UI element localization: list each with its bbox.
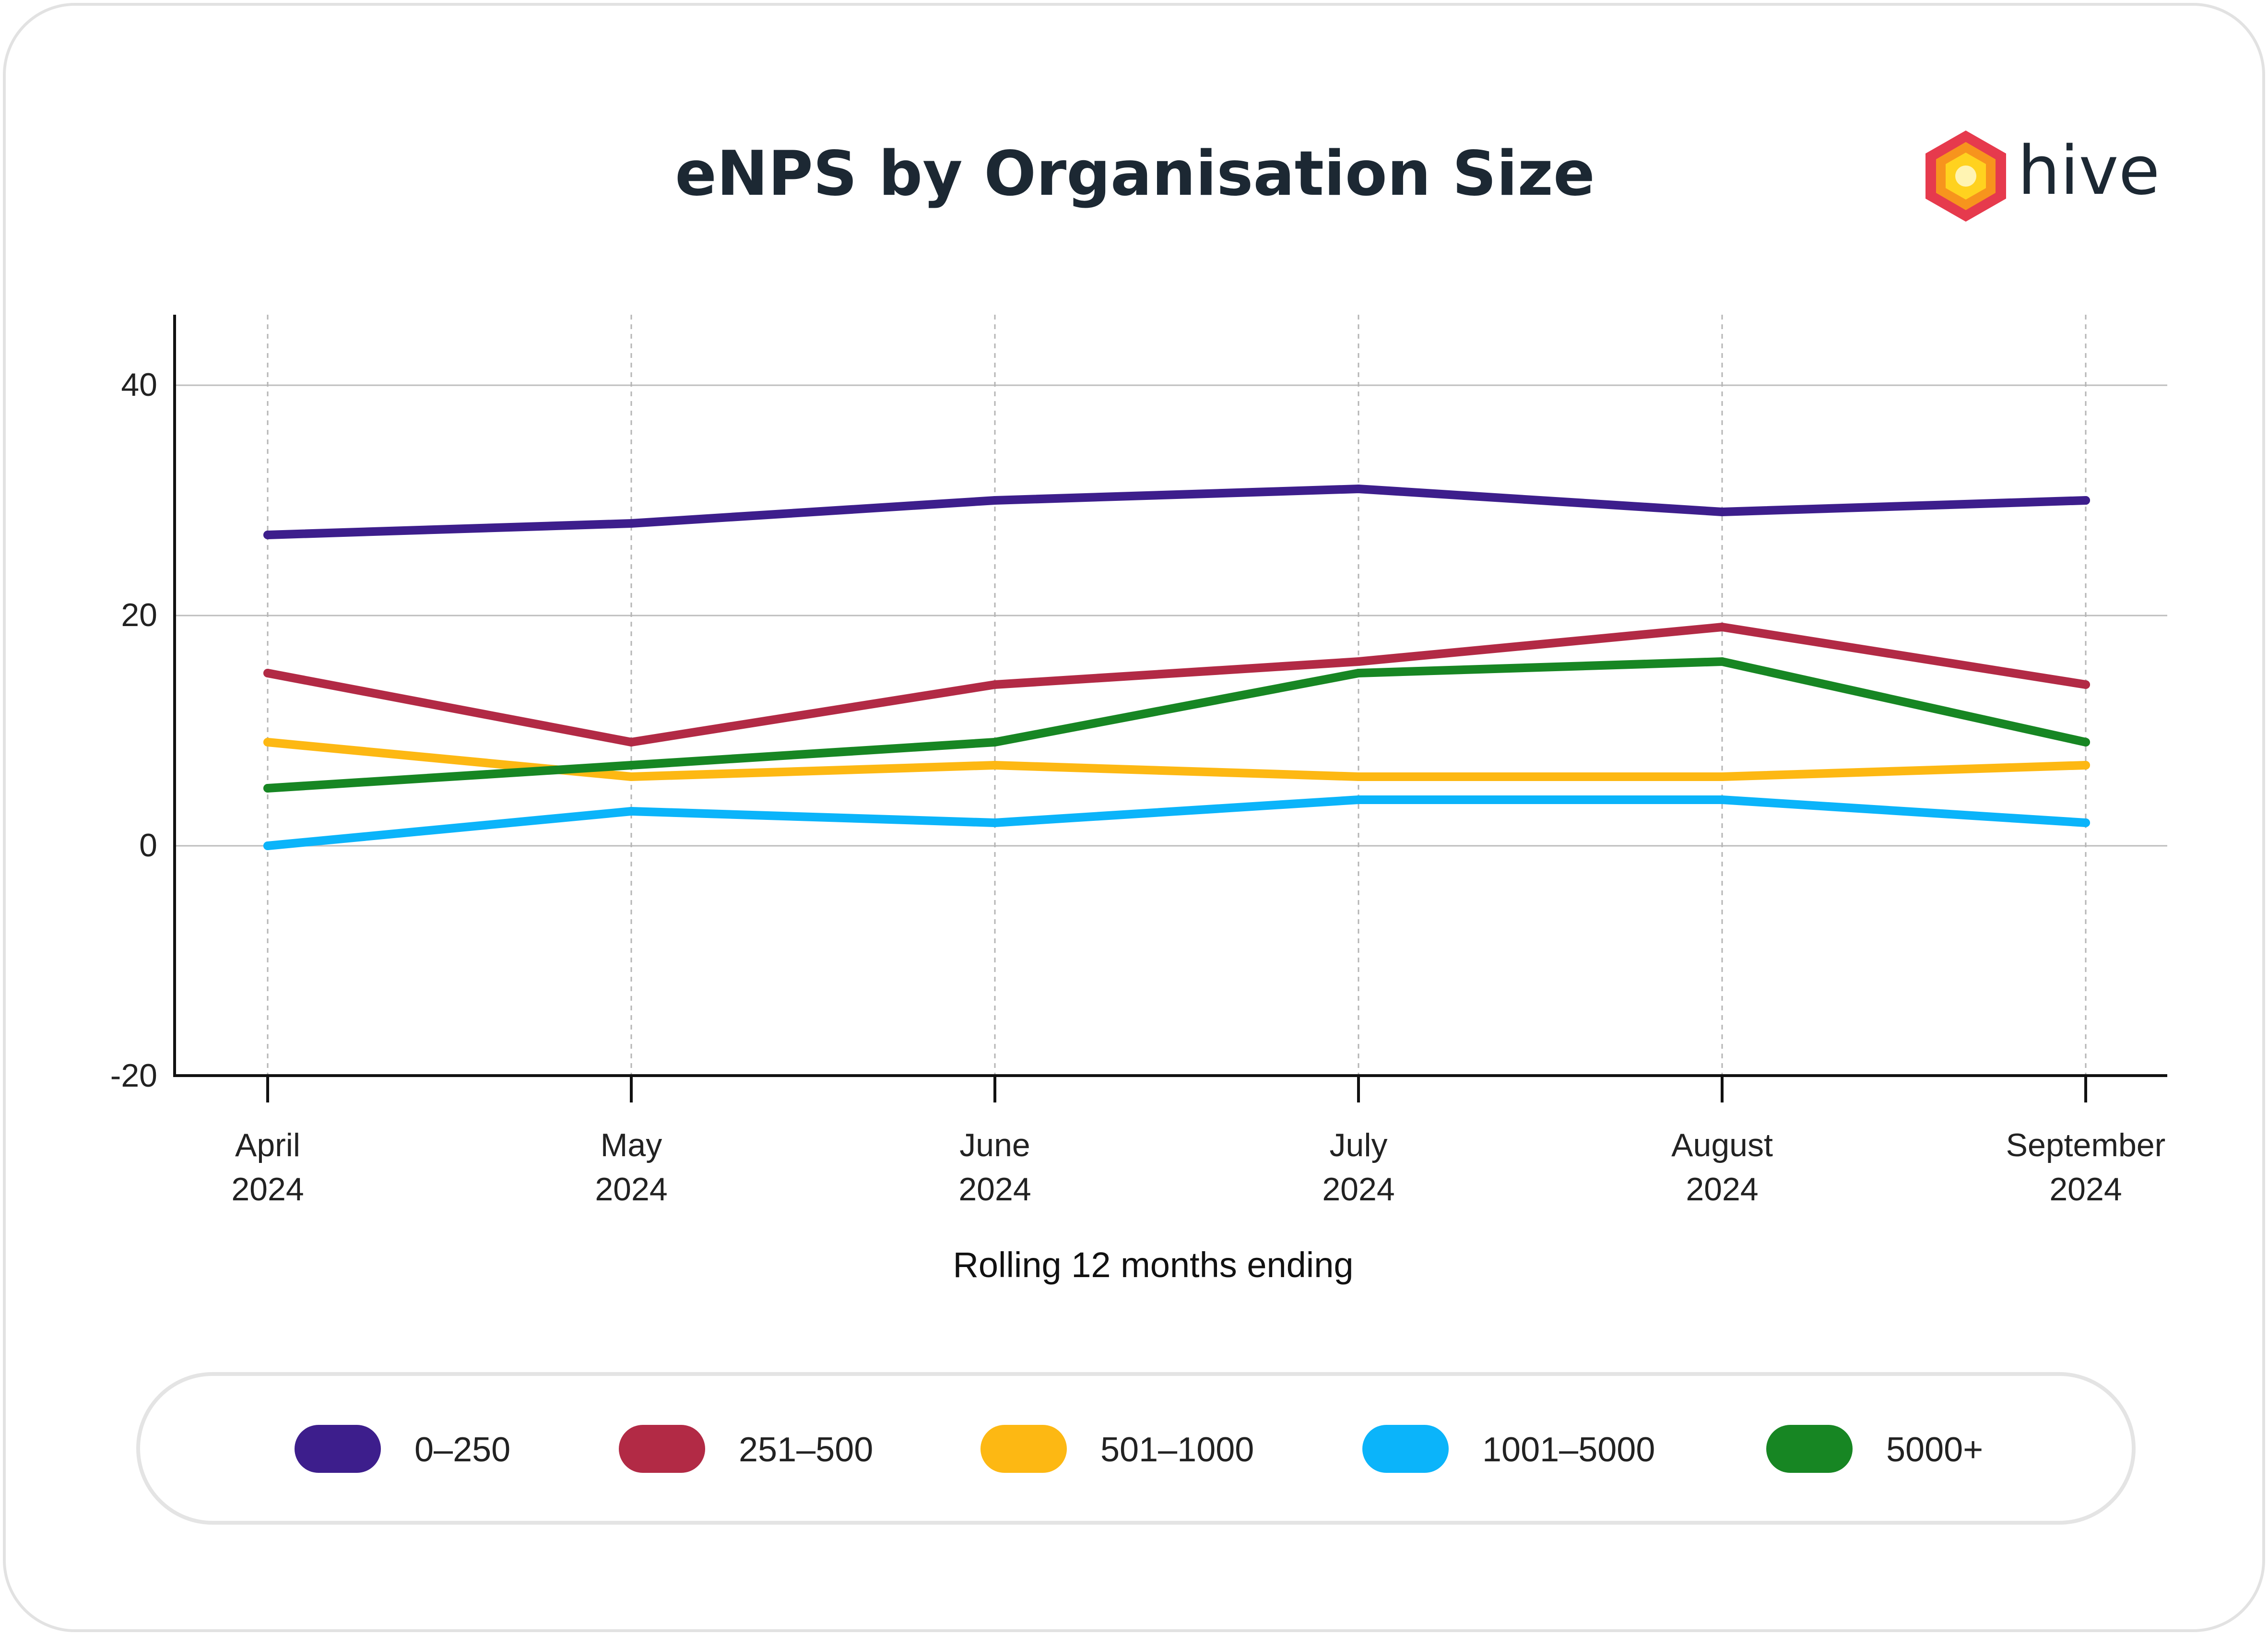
line-chart: eNPS by Organisation Size hive 40 20 0 -20 A… — [110, 130, 2167, 1525]
data-point — [1718, 508, 1726, 516]
data-point — [1718, 795, 1726, 804]
legend-swatch — [1766, 1425, 1853, 1473]
legend: 0–250 251–500 501–1000 1001–5000 5000+ — [136, 1372, 2136, 1525]
data-point — [263, 841, 272, 850]
legend-item[interactable]: 5000+ — [1766, 1425, 1983, 1473]
data-point — [991, 496, 999, 505]
x-tick-label-line: 2024 — [595, 1171, 667, 1208]
chart-card: eNPS by Organisation Size hive 40 20 0 -20 A… — [3, 3, 2265, 1632]
legend-label: 1001–5000 — [1482, 1431, 1655, 1469]
legend-swatch — [295, 1425, 381, 1473]
brand-name: hive — [2018, 132, 2160, 210]
legend-swatch — [619, 1425, 705, 1473]
x-tick-label-line: April — [235, 1127, 300, 1163]
y-tick-label: -20 — [110, 1057, 157, 1094]
series-1 — [263, 623, 2090, 746]
legend-label: 501–1000 — [1100, 1431, 1254, 1469]
data-point — [627, 738, 636, 746]
series-line — [263, 657, 2090, 793]
chart-title: eNPS by Organisation Size — [675, 138, 1595, 210]
x-tick-label-line: 2024 — [1322, 1171, 1394, 1208]
plot-area: 40 20 0 -20 April 2024 May 2024 June 2024 July 2024… — [110, 315, 2167, 1208]
x-tick-label: May 2024 — [595, 1127, 667, 1208]
data-point — [2081, 680, 2090, 689]
data-point — [991, 738, 999, 746]
data-point — [1354, 485, 1363, 493]
legend-swatch — [1362, 1425, 1449, 1473]
data-point — [627, 519, 636, 528]
data-point — [2081, 761, 2090, 770]
data-point — [991, 818, 999, 827]
x-tick-label-line: September — [2006, 1127, 2166, 1163]
legend-swatch — [980, 1425, 1067, 1473]
series-4 — [263, 657, 2090, 793]
x-tick-label-line: 2024 — [231, 1171, 304, 1208]
data-point — [2081, 496, 2090, 505]
y-tick-label: 20 — [121, 597, 157, 633]
data-point — [1354, 669, 1363, 677]
data-point — [1354, 795, 1363, 804]
series-line — [263, 485, 2090, 539]
data-point — [627, 807, 636, 816]
legend-label: 251–500 — [739, 1431, 873, 1469]
x-axis-title: Rolling 12 months ending — [953, 1245, 1353, 1285]
y-tick-label: 0 — [139, 827, 157, 864]
legend-item[interactable]: 251–500 — [619, 1425, 873, 1473]
legend-item[interactable]: 501–1000 — [980, 1425, 1254, 1473]
legend-item[interactable]: 1001–5000 — [1362, 1425, 1655, 1473]
data-point — [1354, 657, 1363, 666]
data-point — [627, 761, 636, 770]
data-point — [2081, 738, 2090, 746]
data-point — [991, 680, 999, 689]
data-point — [627, 772, 636, 781]
x-tick-label: August 2024 — [1671, 1127, 1773, 1208]
series-line — [263, 795, 2090, 850]
x-tick-label-line: July — [1330, 1127, 1388, 1163]
y-tick-label: 40 — [121, 367, 157, 403]
data-point — [263, 531, 272, 539]
x-tick-label: July 2024 — [1322, 1127, 1394, 1208]
legend-label: 0–250 — [414, 1431, 510, 1469]
series-0 — [263, 485, 2090, 539]
x-tick-label-line: 2024 — [2049, 1171, 2122, 1208]
x-tick-label-line: 2024 — [1686, 1171, 1758, 1208]
data-point — [1718, 657, 1726, 666]
data-point — [991, 761, 999, 770]
series-3 — [263, 795, 2090, 850]
legend-item[interactable]: 0–250 — [295, 1425, 510, 1473]
data-point — [1354, 772, 1363, 781]
legend-label: 5000+ — [1886, 1431, 1983, 1469]
x-tick-label-line: 2024 — [958, 1171, 1031, 1208]
hive-hexagon-icon — [1925, 130, 2006, 222]
data-point — [1718, 623, 1726, 631]
legend-box — [136, 1372, 2136, 1525]
data-point — [2081, 818, 2090, 827]
brand-logo: hive — [1925, 130, 2160, 222]
x-tick-label-line: June — [959, 1127, 1030, 1163]
x-tick-label-line: August — [1671, 1127, 1773, 1163]
data-point — [1718, 772, 1726, 781]
x-tick-label: June 2024 — [958, 1127, 1031, 1208]
series-line — [263, 623, 2090, 746]
data-point — [263, 784, 272, 793]
logo-center — [1955, 166, 1976, 187]
x-tick-label-line: May — [601, 1127, 662, 1163]
x-tick-label: April 2024 — [231, 1127, 304, 1208]
data-point — [263, 738, 272, 746]
data-point — [263, 669, 272, 677]
x-tick-label: September 2024 — [2006, 1127, 2166, 1208]
